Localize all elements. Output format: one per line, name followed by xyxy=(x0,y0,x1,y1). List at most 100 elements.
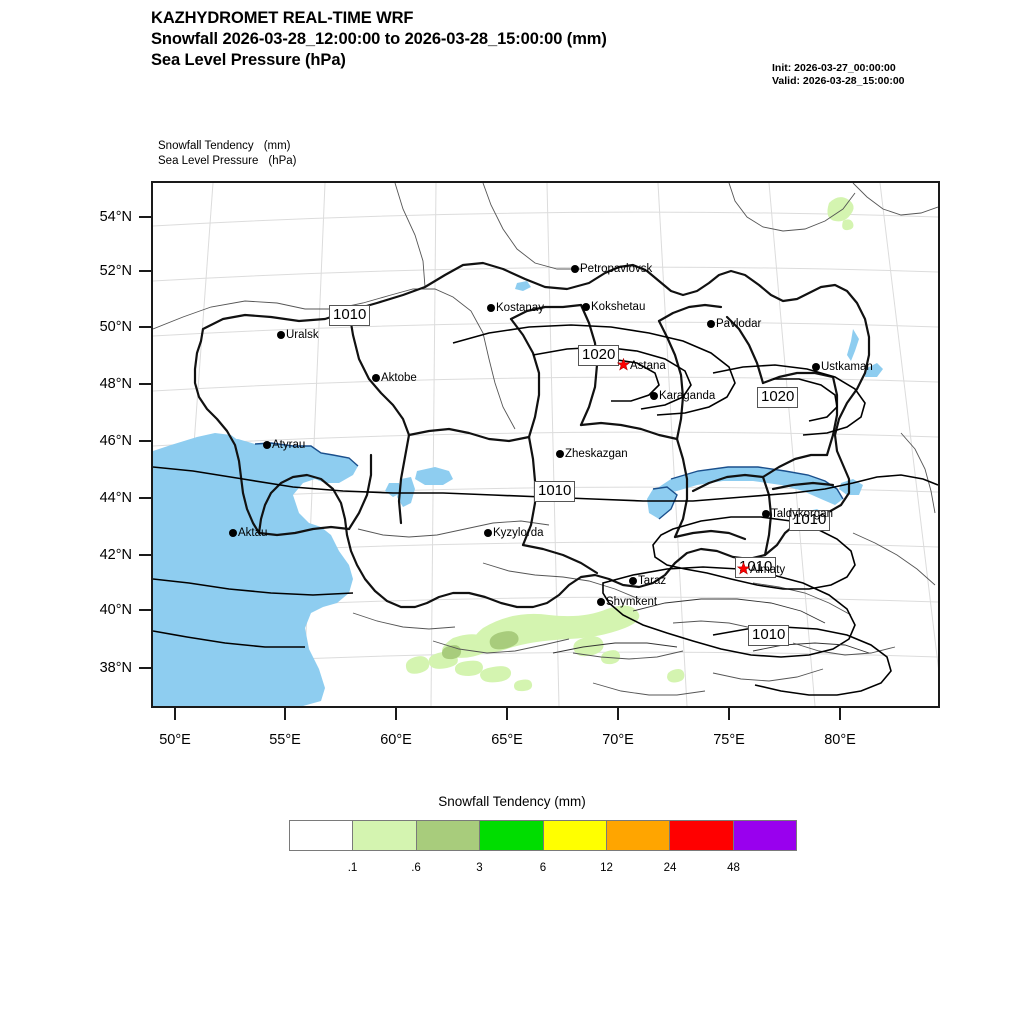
city-marker-uralsk: Uralsk xyxy=(277,329,319,341)
map-canvas xyxy=(153,183,938,706)
colorbar[interactable] xyxy=(289,820,797,851)
title-block: KAZHYDROMET REAL-TIME WRF Snowfall 2026-… xyxy=(151,8,607,71)
xtick-55 xyxy=(284,708,286,720)
colorbar-title: Snowfall Tendency (mm) xyxy=(438,794,586,809)
city-marker-karaganda: Karaganda xyxy=(650,390,716,402)
ylabel-46: 46°N xyxy=(99,433,132,449)
run-time-block: Init: 2026-03-27_00:00:00 Valid: 2026-03… xyxy=(772,62,905,88)
city-marker-petropavlovsk: Petropavlovsk xyxy=(571,263,653,275)
xlabel-80: 80°E xyxy=(824,732,856,748)
city-label: Karaganda xyxy=(659,390,716,402)
admin-border-layer xyxy=(193,261,871,609)
xlabel-75: 75°E xyxy=(713,732,745,748)
field-legend-pressure-name: Sea Level Pressure xyxy=(158,155,259,167)
city-dot-icon xyxy=(812,363,820,371)
city-marker-atyrau: Atyrau xyxy=(263,439,306,451)
city-marker-zheskazgan: Zheskazgan xyxy=(556,448,628,460)
city-label: Aktobe xyxy=(381,372,417,384)
ylabel-52: 52°N xyxy=(99,263,132,279)
city-label: Shymkent xyxy=(606,596,658,608)
city-dot-icon xyxy=(629,577,637,585)
isobar-label: 1010 xyxy=(534,481,576,502)
city-label: Uralsk xyxy=(286,329,319,341)
city-marker-kokshetau: Kokshetau xyxy=(582,301,646,313)
ytick-42 xyxy=(139,554,151,556)
city-marker-pavlodar: Pavlodar xyxy=(707,318,762,330)
water-outline-layer xyxy=(254,442,844,520)
field-legend-snowfall: Snowfall Tendency (mm) xyxy=(158,139,297,154)
colorbar-swatch-2[interactable] xyxy=(416,821,481,850)
city-label: Zheskazgan xyxy=(565,448,628,460)
colorbar-swatch-7[interactable] xyxy=(733,821,796,850)
city-marker-astana: Astana xyxy=(617,358,666,372)
city-label: Pavlodar xyxy=(716,318,762,330)
colorbar-tick-.6: .6 xyxy=(411,862,421,874)
secondary-contour-layer xyxy=(552,598,870,654)
xtick-75 xyxy=(728,708,730,720)
city-dot-icon xyxy=(582,303,590,311)
city-label: Taldykorgan xyxy=(771,508,834,520)
city-dot-icon xyxy=(484,529,492,537)
star-icon xyxy=(737,562,750,575)
xlabel-50: 50°E xyxy=(159,732,191,748)
city-dot-icon xyxy=(571,265,579,273)
ylabel-42: 42°N xyxy=(99,547,132,563)
isobar-label: 1010 xyxy=(748,625,790,646)
city-dot-icon xyxy=(762,510,770,518)
map-plot-area[interactable] xyxy=(151,181,940,708)
city-dot-icon xyxy=(597,598,605,606)
colorbar-swatch-6[interactable] xyxy=(670,821,734,850)
city-label: Kyzylorda xyxy=(493,527,544,539)
field-legend-pressure: Sea Level Pressure (hPa) xyxy=(158,154,297,169)
colorbar-swatch-5[interactable] xyxy=(606,821,671,850)
city-label: Taraz xyxy=(638,575,667,587)
xlabel-70: 70°E xyxy=(602,732,634,748)
ylabel-44: 44°N xyxy=(99,490,132,506)
city-label: Atyrau xyxy=(272,439,306,451)
colorbar-tick-48: 48 xyxy=(727,862,740,874)
ytick-44 xyxy=(139,497,151,499)
city-dot-icon xyxy=(650,392,658,400)
ytick-54 xyxy=(139,216,151,218)
ytick-52 xyxy=(139,270,151,272)
colorbar-tick-12: 12 xyxy=(600,862,613,874)
city-marker-taldykorgan: Taldykorgan xyxy=(762,508,834,520)
city-marker-taraz: Taraz xyxy=(629,575,667,587)
city-label: Kokshetau xyxy=(591,301,646,313)
star-icon xyxy=(617,358,630,371)
xtick-65 xyxy=(506,708,508,720)
ylabel-40: 40°N xyxy=(99,602,132,618)
colorbar-swatch-0[interactable] xyxy=(290,821,354,850)
isobar-layer xyxy=(153,324,938,696)
city-dot-icon xyxy=(707,320,715,328)
country-outline-layer xyxy=(153,183,938,696)
isobar-label: 1020 xyxy=(578,345,620,366)
colorbar-swatch-3[interactable] xyxy=(480,821,544,850)
city-marker-almaty: Almaty xyxy=(737,562,785,576)
xtick-80 xyxy=(839,708,841,720)
ytick-38 xyxy=(139,667,151,669)
field-legend-block: Snowfall Tendency (mm) Sea Level Pressure… xyxy=(158,139,297,169)
ylabel-54: 54°N xyxy=(99,209,132,225)
field-legend-snowfall-units: (mm) xyxy=(263,140,291,152)
colorbar-swatch-4[interactable] xyxy=(543,821,607,850)
city-marker-aktobe: Aktobe xyxy=(372,372,417,384)
city-dot-icon xyxy=(487,304,495,312)
title-line-model: KAZHYDROMET REAL-TIME WRF xyxy=(151,9,414,27)
ylabel-38: 38°N xyxy=(99,660,132,676)
city-label: Kostanay xyxy=(496,302,544,314)
ylabel-48: 48°N xyxy=(99,376,132,392)
city-dot-icon xyxy=(556,450,564,458)
city-dot-icon xyxy=(229,529,237,537)
isobar-label: 1010 xyxy=(789,510,831,531)
ylabel-50: 50°N xyxy=(99,319,132,335)
city-marker-kostanay: Kostanay xyxy=(487,302,544,314)
city-label: Almaty xyxy=(750,564,786,576)
xlabel-60: 60°E xyxy=(380,732,412,748)
colorbar-swatch-1[interactable] xyxy=(353,821,417,850)
colorbar-tick-6: 6 xyxy=(539,862,547,874)
city-label: Astana xyxy=(630,360,666,372)
isobar-label: 1020 xyxy=(757,387,799,408)
city-label: Petropavlovsk xyxy=(580,263,653,275)
isobar-label: 1010 xyxy=(329,305,371,326)
